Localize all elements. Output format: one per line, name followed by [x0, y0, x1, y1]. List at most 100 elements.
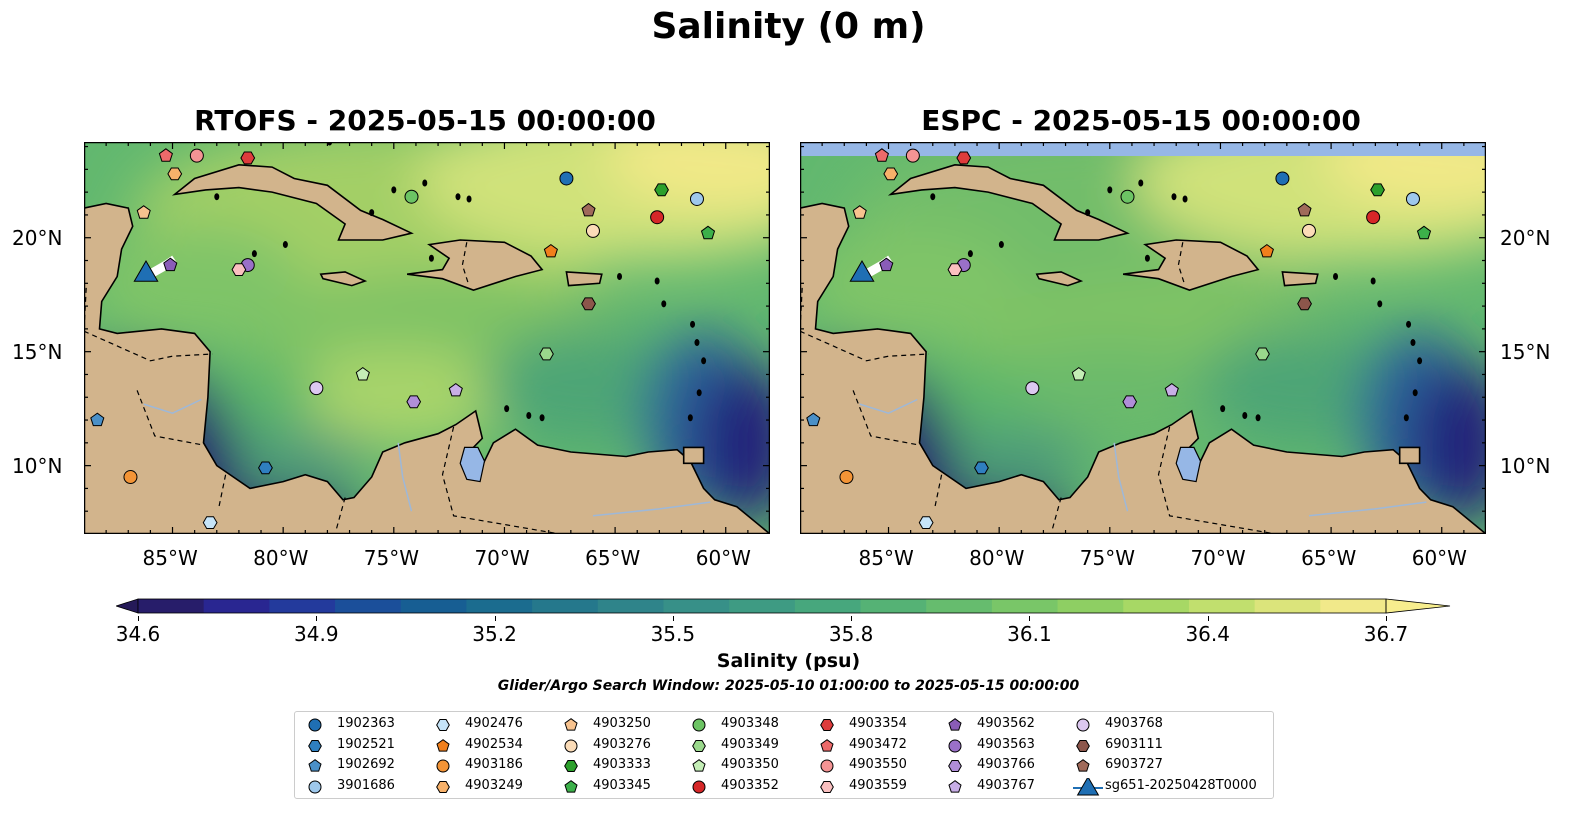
- colorbar-segment: [1254, 599, 1321, 613]
- float-marker-6903727: [581, 202, 596, 217]
- colorbar-segment: [1123, 599, 1190, 613]
- lon-tick-label: 70°W: [474, 546, 530, 570]
- legend-marker-icon: [692, 780, 706, 793]
- legend-label: 4902534: [465, 736, 523, 752]
- legend-marker-icon: [436, 738, 450, 752]
- float-marker-4902476: [918, 516, 934, 529]
- legend-label: 4903472: [849, 736, 907, 752]
- float-marker-4903767: [448, 382, 463, 397]
- legend-circle-icon: [1076, 718, 1090, 732]
- float-marker-1902521: [974, 461, 989, 475]
- yucatan-land: [800, 202, 1486, 534]
- lon-tick-label: 65°W: [1301, 546, 1357, 570]
- legend-marker-icon: [948, 760, 962, 772]
- lon-tick-label: 85°W: [858, 546, 914, 570]
- islet: [1182, 195, 1188, 203]
- colorbar-tick-mark: [1207, 616, 1209, 621]
- legend-marker-icon: [1076, 718, 1090, 732]
- colorbar-tick-mark: [672, 616, 674, 621]
- colorbar-segment: [138, 599, 205, 613]
- legend-label: 1902521: [337, 736, 395, 752]
- map-ticks: [800, 142, 1486, 534]
- float-marker-4903550: [189, 148, 204, 163]
- islet: [369, 209, 375, 217]
- colorbar-segment: [860, 599, 927, 613]
- legend-marker-icon: [948, 718, 962, 731]
- float-marker-4903768: [309, 381, 324, 396]
- islet: [1417, 357, 1423, 365]
- legend-label: 4903333: [593, 757, 651, 772]
- float-marker-4903186: [839, 470, 854, 485]
- float-marker-4902534: [1259, 243, 1274, 258]
- float-marker-4903333: [654, 183, 669, 197]
- lat-tick-label: 10°N: [12, 453, 63, 478]
- float-marker-4902476: [202, 516, 218, 529]
- legend-label: 3901686: [337, 777, 395, 793]
- legend-label: 4903354: [849, 716, 907, 731]
- colorbar-segment: [269, 599, 336, 613]
- legend-label: 4903766: [977, 757, 1035, 772]
- islet: [1403, 414, 1409, 422]
- float-marker-4903250: [852, 205, 867, 219]
- float-marker-4903559: [947, 263, 963, 276]
- islet: [694, 339, 700, 347]
- legend-marker-icon: [308, 718, 322, 732]
- puerto-rico-land: [565, 271, 603, 287]
- glider-marker: [849, 260, 875, 282]
- islet: [1242, 411, 1248, 419]
- legend-glider-icon: [1076, 777, 1100, 795]
- land-layer: [84, 142, 770, 534]
- float-marker-4903768: [1025, 381, 1040, 396]
- lon-tick-label: 65°W: [585, 546, 641, 570]
- lake-maracaibo: [459, 446, 486, 483]
- legend-label: 4903550: [849, 757, 907, 772]
- colorbar-segment: [663, 599, 730, 613]
- legend-hexagon-icon: [948, 760, 962, 772]
- map-panel-espc[interactable]: [800, 142, 1486, 534]
- legend-label: 4903249: [465, 777, 523, 793]
- islet: [967, 250, 973, 258]
- float-marker-4903345: [700, 225, 716, 240]
- colorbar-tick-label: 36.1: [1007, 622, 1052, 646]
- colorbar-min-extend: [114, 598, 139, 614]
- map-panel-rtofs[interactable]: [84, 142, 770, 534]
- legend-marker-icon: [692, 718, 706, 732]
- float-marker-1902692: [90, 412, 105, 427]
- legend-pentagon-icon: [692, 759, 706, 772]
- legend-label: 4903559: [849, 777, 907, 793]
- legend-marker-icon: [436, 780, 450, 793]
- islet: [690, 320, 696, 328]
- colorbar-segment: [335, 599, 402, 613]
- colorbar-segment: [597, 599, 665, 613]
- colorbar: [114, 596, 1452, 616]
- float-marker-4903186: [123, 470, 138, 485]
- legend-label: 4903345: [593, 777, 651, 793]
- legend-hexagon-icon: [436, 780, 450, 793]
- islet: [1406, 320, 1412, 328]
- rivers: [859, 398, 1427, 517]
- lat-tick-label: 20°N: [12, 225, 63, 250]
- legend-pentagon-icon: [436, 738, 450, 752]
- islet: [251, 250, 257, 258]
- legend-label: 4903350: [721, 757, 779, 772]
- cuba-land: [887, 163, 1130, 241]
- float-marker-3901686: [689, 191, 704, 206]
- legend-pentagon-icon: [1076, 759, 1090, 772]
- legend-marker-icon: [308, 739, 322, 752]
- colorbar-tick-label: 35.5: [650, 622, 696, 646]
- float-marker-4903472: [158, 148, 173, 162]
- legend-circle-icon: [308, 780, 322, 793]
- float-marker-4902534: [543, 243, 558, 258]
- lat-tick-label: 15°N: [12, 339, 63, 364]
- islet: [282, 241, 288, 249]
- float-marker-4903349: [1255, 347, 1270, 361]
- float-marker-4903354: [240, 151, 256, 165]
- colorbar-gradient: [114, 598, 1451, 614]
- colorbar-tick-mark: [851, 616, 853, 621]
- legend-circle-icon: [308, 718, 322, 732]
- jamaica-land: [1035, 271, 1084, 287]
- legend-pentagon-icon: [948, 779, 962, 793]
- colorbar-tick-mark: [138, 616, 139, 621]
- float-marker-4903562: [163, 257, 178, 272]
- float-marker-4903559: [231, 263, 247, 276]
